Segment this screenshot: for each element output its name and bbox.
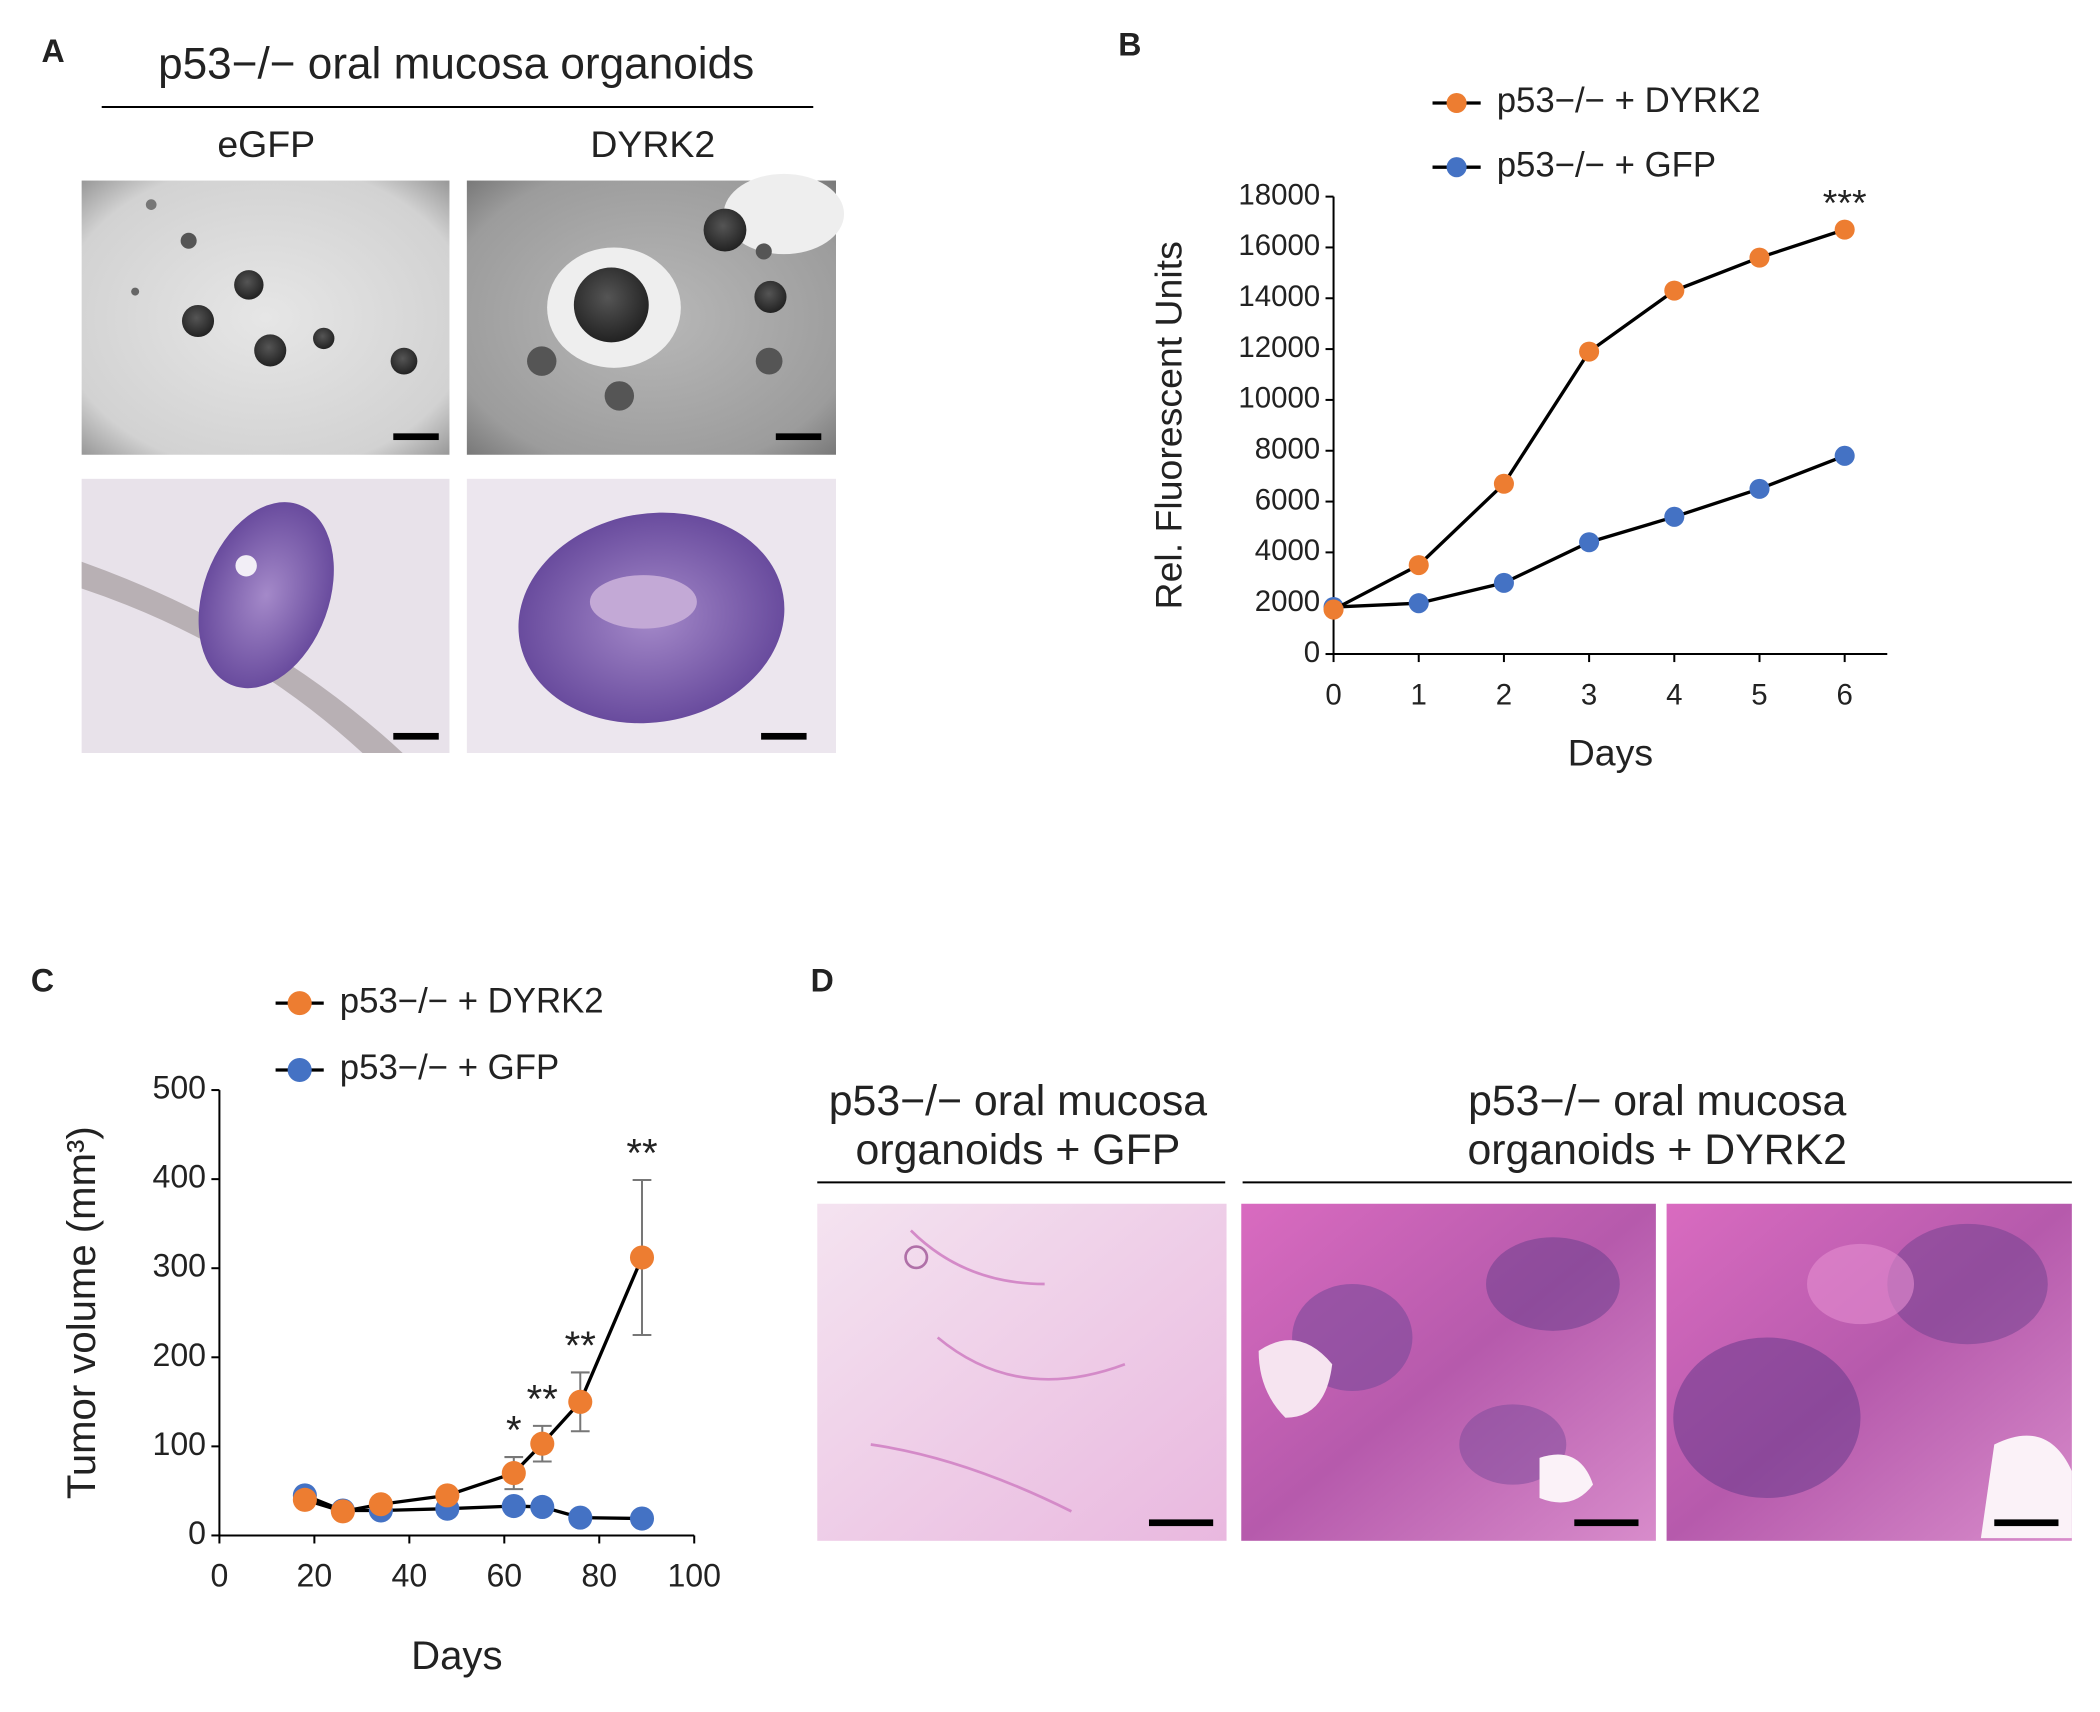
y-tick-label: 500	[153, 1070, 207, 1106]
legend-marker	[1446, 92, 1467, 114]
y-tick-label: 16000	[1238, 229, 1320, 262]
x-tick-label: 4	[1666, 679, 1682, 712]
y-tick-label: 14000	[1238, 280, 1320, 313]
data-point	[292, 1487, 317, 1512]
group-header: organoids + GFP	[856, 1126, 1181, 1174]
data-point	[1749, 478, 1770, 499]
y-tick-label: 4000	[1255, 534, 1320, 567]
legend-label: p53−/− + GFP	[340, 1049, 559, 1087]
micrograph	[81, 180, 450, 455]
legend-marker	[287, 1057, 312, 1083]
data-point	[1408, 593, 1429, 614]
x-tick-label: 0	[210, 1558, 228, 1594]
micrograph	[1241, 1203, 1656, 1541]
x-tick-label: 40	[391, 1558, 427, 1594]
panel-label: B	[1118, 26, 1141, 62]
legend-marker	[287, 991, 312, 1016]
y-tick-label: 6000	[1255, 483, 1320, 516]
data-point	[629, 1506, 655, 1531]
y-tick-label: 12000	[1238, 331, 1320, 364]
y-tick-label: 0	[1304, 636, 1320, 669]
data-point	[530, 1494, 555, 1519]
panel-label: A	[42, 33, 65, 69]
y-tick-label: 100	[153, 1426, 207, 1462]
data-point	[1664, 506, 1685, 527]
data-point	[1834, 445, 1855, 466]
x-tick-label: 100	[667, 1558, 721, 1594]
data-point	[568, 1505, 593, 1530]
data-point	[501, 1461, 526, 1486]
significance-label: *	[506, 1408, 522, 1453]
significance-label: **	[626, 1131, 657, 1176]
significance-label: **	[527, 1376, 558, 1421]
y-tick-label: 8000	[1255, 433, 1320, 466]
column-label: DYRK2	[590, 123, 715, 165]
group-header: p53−/− oral mucosa	[1468, 1077, 1846, 1125]
data-point	[1493, 572, 1514, 593]
x-tick-label: 2	[1496, 679, 1512, 712]
y-tick-label: 18000	[1238, 178, 1320, 211]
x-tick-label: 0	[1325, 679, 1341, 712]
data-point	[1579, 532, 1600, 553]
panel-title: p53−/− oral mucosa organoids	[158, 40, 754, 89]
column-label: eGFP	[217, 123, 315, 165]
data-point	[330, 1499, 355, 1524]
y-tick-label: 10000	[1238, 382, 1320, 415]
y-tick-label: 300	[153, 1248, 207, 1284]
data-point	[1493, 473, 1514, 494]
series-line	[304, 1256, 644, 1514]
data-point	[530, 1431, 555, 1456]
x-tick-label: 1	[1411, 679, 1427, 712]
y-tick-label: 2000	[1255, 585, 1320, 618]
legend-label: p53−/− + DYRK2	[340, 982, 604, 1020]
significance-label: **	[565, 1323, 596, 1368]
y-axis-label: Tumor volume (mm³)	[59, 1126, 104, 1499]
micrograph	[466, 478, 836, 754]
panel-label: D	[811, 963, 834, 999]
legend-label: p53−/− + DYRK2	[1497, 82, 1761, 120]
y-tick-label: 400	[153, 1159, 207, 1195]
significance-label: ***	[1823, 181, 1867, 223]
series-line	[1333, 454, 1846, 609]
data-point	[368, 1492, 393, 1517]
micrograph	[81, 478, 450, 754]
group-header: organoids + DYRK2	[1467, 1126, 1846, 1174]
x-axis-label: Days	[411, 1633, 502, 1678]
micrograph	[817, 1203, 1227, 1541]
data-point	[1579, 341, 1600, 362]
y-axis-label: Rel. Fluorescent Units	[1148, 241, 1190, 609]
y-tick-label: 200	[153, 1337, 207, 1373]
data-point	[1834, 219, 1855, 240]
data-point	[629, 1245, 655, 1270]
y-tick-label: 0	[188, 1515, 206, 1551]
x-tick-label: 6	[1837, 679, 1853, 712]
x-tick-label: 80	[581, 1558, 617, 1594]
x-tick-label: 3	[1581, 679, 1597, 712]
series-line	[1332, 228, 1846, 612]
data-point	[1664, 280, 1685, 301]
micrograph	[466, 173, 845, 455]
data-point	[501, 1494, 526, 1519]
legend-label: p53−/− + GFP	[1497, 146, 1716, 184]
x-tick-label: 20	[297, 1558, 333, 1594]
x-axis-label: Days	[1568, 732, 1653, 774]
x-tick-label: 5	[1751, 679, 1767, 712]
data-point	[568, 1389, 593, 1414]
data-point	[435, 1483, 460, 1508]
x-tick-label: 60	[486, 1558, 522, 1594]
data-point	[1749, 247, 1770, 268]
panel-label: C	[31, 963, 54, 999]
data-point	[1323, 599, 1344, 620]
group-header: p53−/− oral mucosa	[829, 1077, 1207, 1125]
data-point	[1408, 555, 1429, 576]
legend-marker	[1446, 157, 1467, 178]
micrograph	[1666, 1203, 2072, 1541]
